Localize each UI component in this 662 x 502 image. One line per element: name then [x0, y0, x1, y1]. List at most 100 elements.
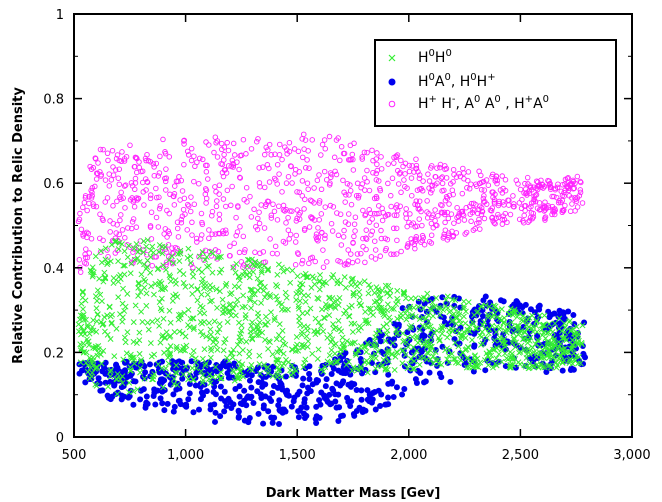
point-hphm [393, 225, 400, 232]
point-h0a0 [536, 302, 543, 309]
point-hphm [252, 249, 258, 256]
point-hphm [332, 168, 338, 175]
point-h0h0 [85, 342, 92, 349]
point-h0a0 [295, 408, 302, 415]
point-hphm [116, 231, 122, 238]
point-hphm [95, 160, 101, 166]
point-h0a0 [192, 382, 199, 389]
point-hphm [188, 145, 195, 152]
point-h0h0 [500, 319, 507, 326]
point-hphm [326, 133, 333, 140]
point-h0h0 [512, 344, 519, 350]
point-h0h0 [379, 287, 386, 294]
point-h0a0 [399, 391, 406, 398]
point-h0h0 [302, 356, 309, 363]
point-h0h0 [135, 248, 141, 255]
point-hphm [260, 164, 266, 170]
point-h0h0 [331, 350, 338, 357]
point-h0h0 [87, 357, 94, 364]
point-h0a0 [306, 370, 313, 377]
point-h0h0 [323, 280, 330, 286]
point-h0h0 [193, 365, 200, 372]
point-hphm [499, 173, 505, 179]
point-h0h0 [246, 274, 253, 281]
point-h0a0 [419, 331, 426, 338]
point-h0h0 [141, 284, 148, 291]
point-hphm [542, 214, 549, 220]
point-h0a0 [76, 370, 83, 377]
point-h0h0 [342, 284, 349, 291]
point-h0h0 [473, 325, 480, 332]
point-h0h0 [545, 341, 552, 348]
point-hphm [175, 234, 182, 240]
point-hphm [439, 180, 446, 187]
point-h0h0 [271, 314, 278, 321]
point-h0h0 [120, 356, 127, 363]
point-h0h0 [355, 347, 362, 354]
point-h0h0 [179, 330, 186, 337]
point-h0h0 [115, 258, 122, 265]
point-h0h0 [218, 369, 225, 376]
point-hphm [350, 239, 356, 246]
point-h0h0 [349, 367, 356, 374]
point-h0h0 [125, 242, 132, 249]
point-h0h0 [425, 350, 432, 357]
point-hphm [485, 182, 492, 188]
point-h0a0 [436, 370, 443, 377]
point-hphm [349, 151, 356, 158]
point-h0h0 [157, 305, 164, 312]
point-hphm [481, 215, 488, 222]
point-hphm [77, 269, 84, 275]
point-h0h0 [508, 324, 515, 331]
point-h0h0 [84, 362, 91, 369]
point-h0h0 [89, 273, 96, 280]
point-hphm [309, 137, 315, 143]
point-h0a0 [328, 371, 335, 378]
point-hphm [319, 229, 325, 236]
point-h0h0 [420, 339, 427, 346]
point-h0h0 [232, 301, 239, 308]
point-hphm [268, 215, 275, 221]
point-h0h0 [280, 268, 287, 275]
point-hphm [192, 163, 198, 170]
point-h0h0 [236, 368, 243, 375]
point-h0h0 [408, 295, 414, 302]
point-h0h0 [490, 302, 497, 309]
y-tick-label: 0 [56, 431, 64, 446]
point-hphm [116, 157, 122, 164]
point-h0h0 [254, 321, 261, 328]
point-hphm [229, 183, 235, 190]
point-h0h0 [121, 262, 128, 269]
point-hphm [517, 186, 524, 193]
point-hphm [466, 203, 473, 210]
point-h0h0 [101, 314, 108, 321]
point-hphm [157, 153, 163, 160]
point-hphm [85, 230, 92, 237]
point-h0h0 [84, 368, 91, 375]
point-h0h0 [102, 245, 109, 252]
point-h0h0 [416, 316, 423, 322]
point-h0h0 [249, 287, 256, 293]
point-h0a0 [385, 401, 392, 408]
point-h0h0 [469, 364, 476, 371]
point-h0h0 [333, 358, 340, 364]
point-hphm [114, 198, 120, 205]
point-hphm [219, 161, 226, 168]
point-h0h0 [185, 322, 191, 328]
point-h0h0 [309, 350, 316, 357]
point-h0h0 [298, 289, 305, 296]
point-h0a0 [82, 379, 89, 386]
point-h0h0 [440, 306, 447, 313]
point-h0h0 [256, 280, 263, 286]
point-h0h0 [577, 360, 584, 367]
legend-label-h0h0: H0H0 [418, 48, 452, 66]
point-hphm [99, 216, 106, 222]
point-hphm [530, 199, 537, 205]
point-h0h0 [99, 321, 106, 328]
point-h0h0 [255, 326, 262, 333]
point-hphm [179, 188, 186, 194]
point-h0h0 [456, 311, 463, 318]
point-h0h0 [83, 316, 89, 323]
point-h0a0 [565, 308, 572, 315]
point-hphm [162, 178, 169, 185]
